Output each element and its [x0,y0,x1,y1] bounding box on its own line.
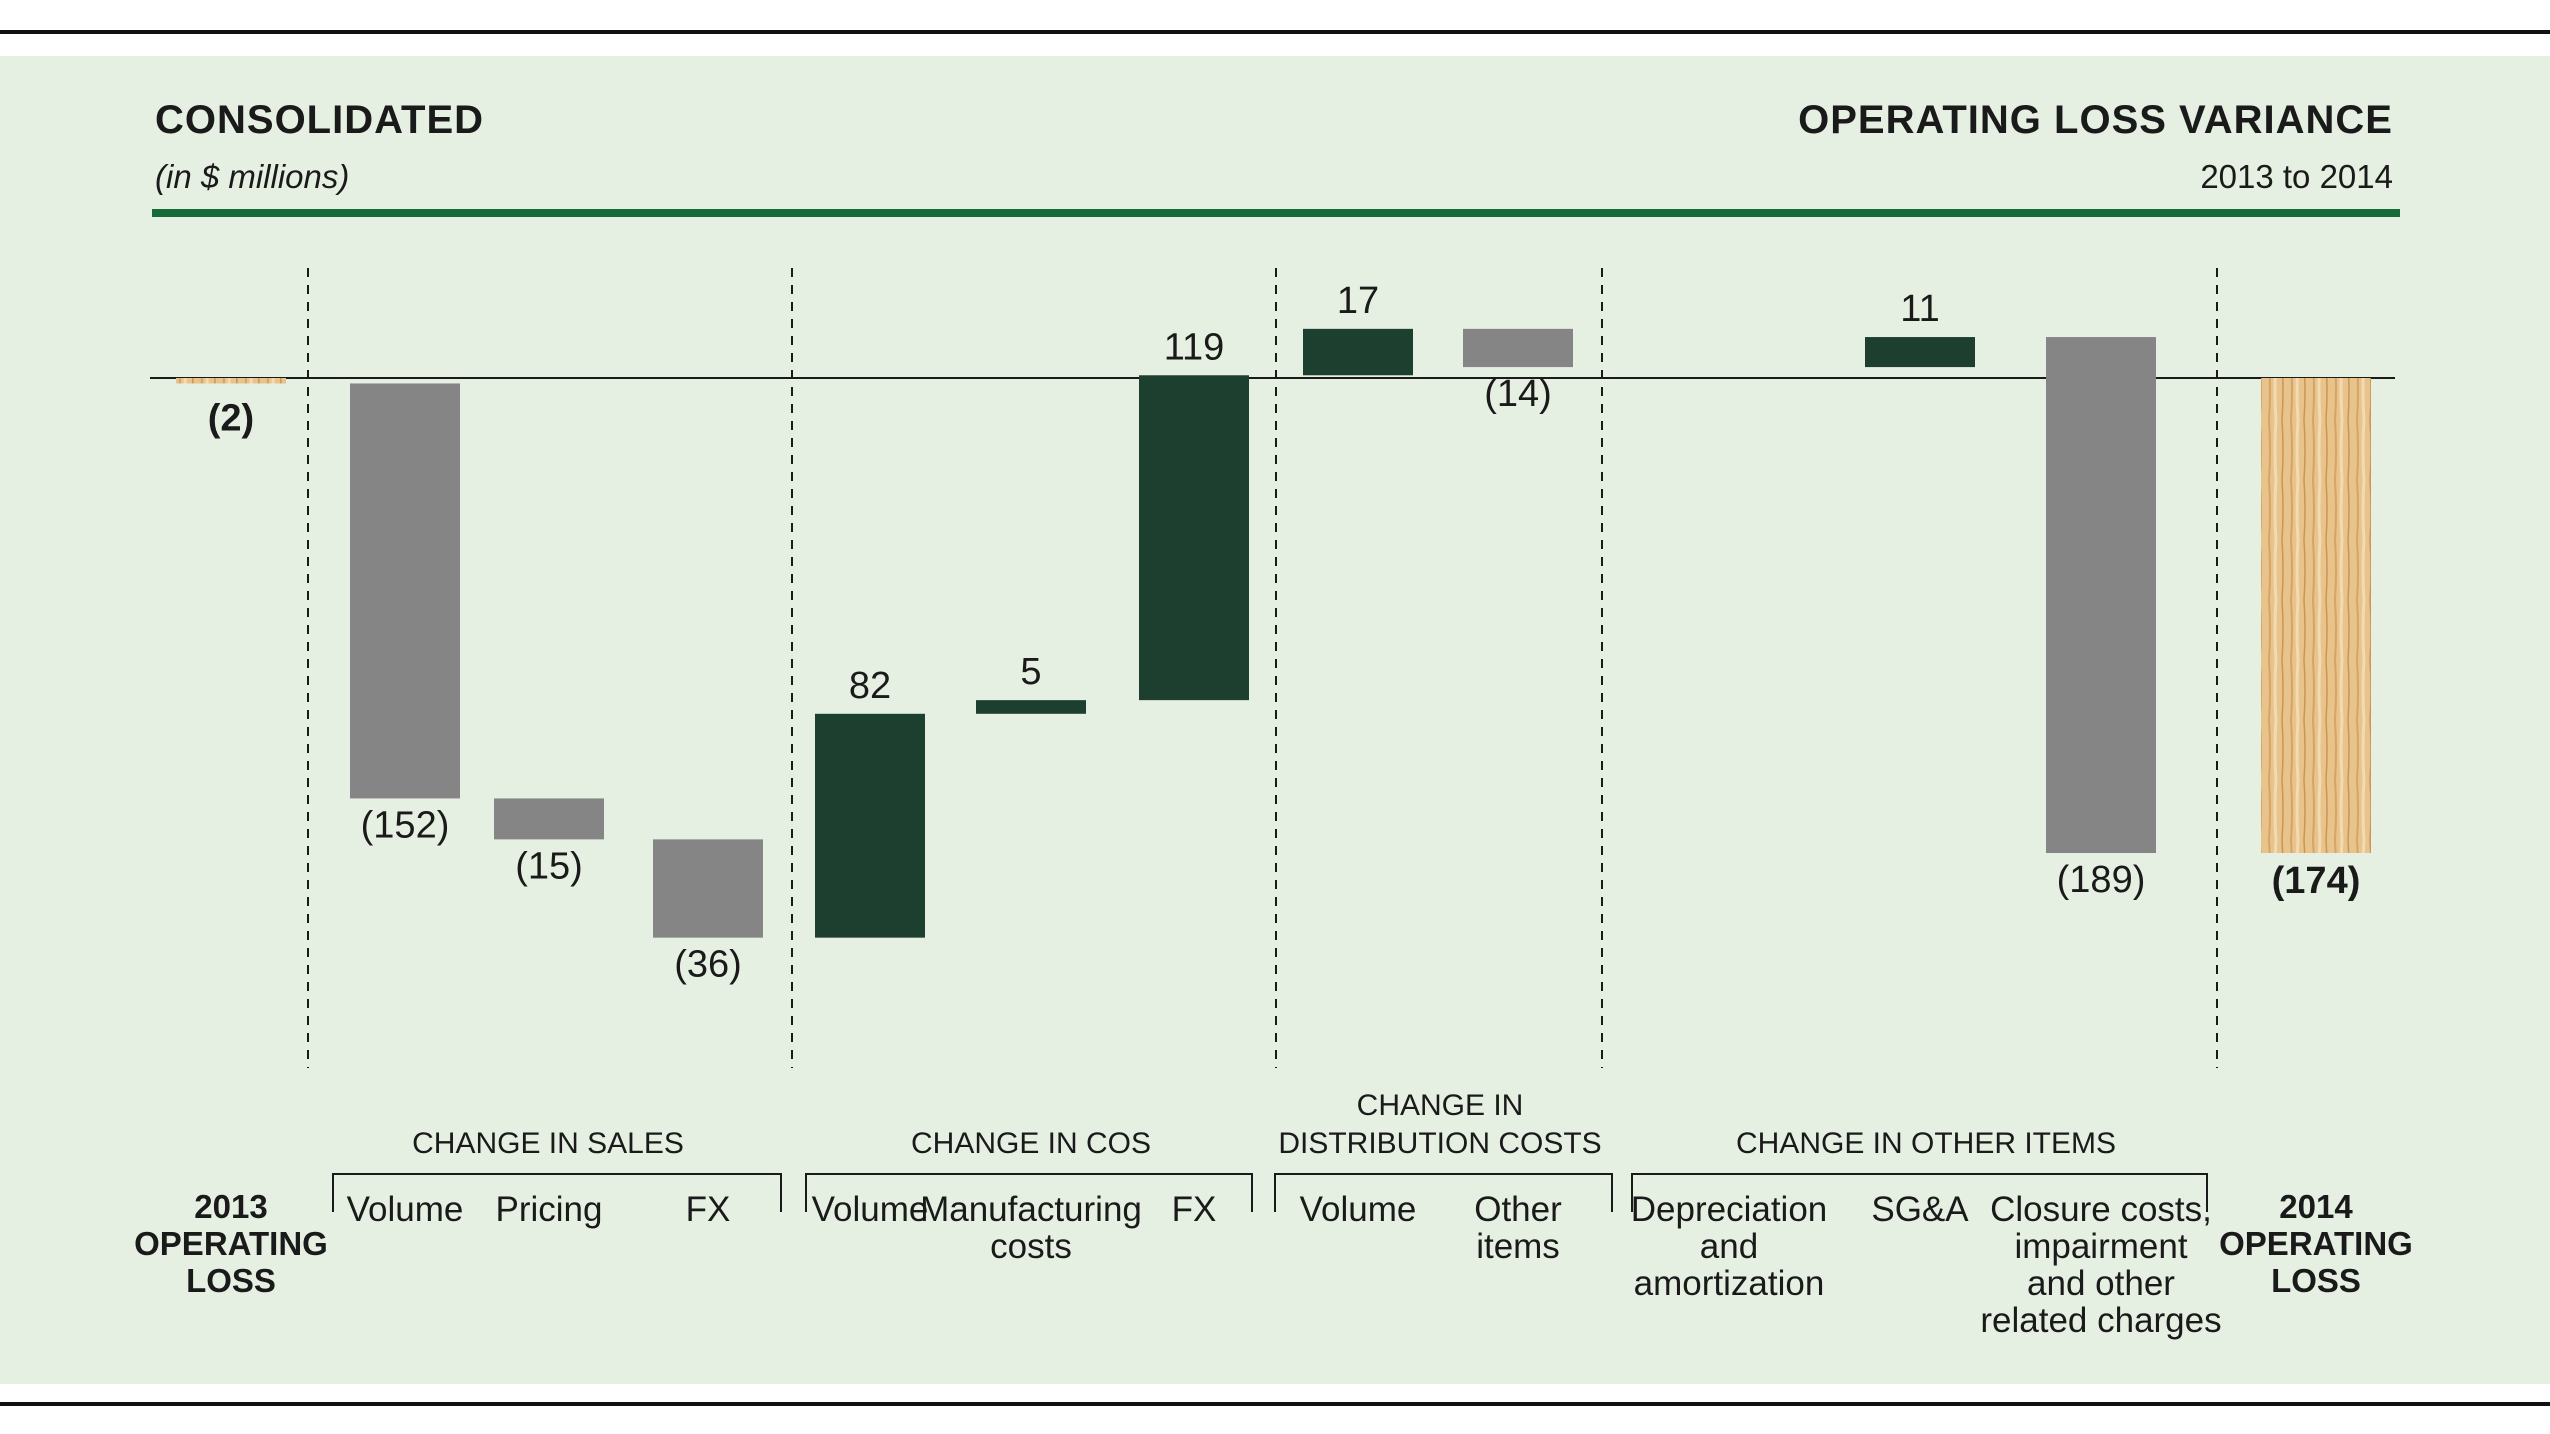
category-label: related charges [1980,1301,2221,1340]
right-title: OPERATING LOSS VARIANCE [1798,98,2393,142]
category-label: FX [686,1190,731,1229]
value-label: (14) [1484,373,1552,415]
bar-step [1463,328,1573,368]
category-label: impairment [2014,1227,2187,1266]
category-label: SG&A [1871,1190,1969,1229]
bar-step [815,713,925,938]
value-label: (152) [361,804,450,846]
end-category-label: LOSS [2271,1262,2361,1299]
group-label: DISTRIBUTION COSTS [1278,1127,1601,1160]
bar-start-total [176,378,286,384]
value-label: 119 [1164,326,1225,368]
group-bracket [332,1173,782,1212]
group-label: CHANGE IN OTHER ITEMS [1736,1127,2116,1160]
category-label: Other [1474,1190,1562,1229]
start-category-label: OPERATING [134,1225,328,1262]
header-rule [152,209,2400,217]
category-label: Pricing [496,1190,603,1229]
end-category-label: 2014 [2279,1188,2353,1225]
category-label: amortization [1634,1264,1825,1303]
group-bracket [1631,1173,2208,1212]
left-title: CONSOLIDATED [155,98,485,142]
start-category-label: 2013 [194,1188,267,1225]
value-label: 5 [1020,651,1041,693]
bar-step [1303,328,1413,376]
value-label: (15) [515,845,583,887]
value-label: 17 [1337,280,1379,322]
bar-step [494,798,604,840]
value-label: 82 [849,665,891,707]
category-label: Depreciation [1631,1190,1828,1229]
category-label: and [1700,1227,1758,1266]
bar-step [350,383,460,799]
bar-step [1865,337,1975,368]
value-label-start: (2) [208,397,254,439]
group-label: CHANGE IN COS [911,1127,1151,1160]
category-label: costs [990,1227,1072,1266]
category-label: Volume [812,1190,929,1229]
start-category-label: LOSS [186,1262,276,1299]
right-subtitle: 2013 to 2014 [2200,158,2393,195]
bar-step [653,839,763,938]
left-subtitle: (in $ millions) [155,158,350,195]
category-label: Closure costs, [1990,1190,2212,1229]
value-label-end: (174) [2272,860,2361,902]
category-label: Volume [347,1190,464,1229]
bar-step [976,700,1086,714]
category-label: Manufacturing [920,1190,1142,1229]
group-label: CHANGE IN [1357,1089,1524,1122]
top-rule [0,30,2550,34]
value-label: 11 [1900,288,1939,330]
bar-step [1139,375,1249,701]
category-label: Volume [1300,1190,1417,1229]
value-label: (36) [674,944,742,986]
bar-end-total [2261,378,2371,854]
category-label: and other [2027,1264,2175,1303]
end-category-label: OPERATING [2219,1225,2413,1262]
group-bracket [805,1173,1253,1212]
group-label: CHANGE IN SALES [412,1127,684,1160]
category-label: items [1476,1227,1560,1266]
bottom-rule [0,1402,2550,1406]
bar-step [2046,337,2156,854]
value-label: (189) [2057,859,2146,901]
group-bracket [1274,1173,1613,1212]
category-label: FX [1172,1190,1217,1229]
